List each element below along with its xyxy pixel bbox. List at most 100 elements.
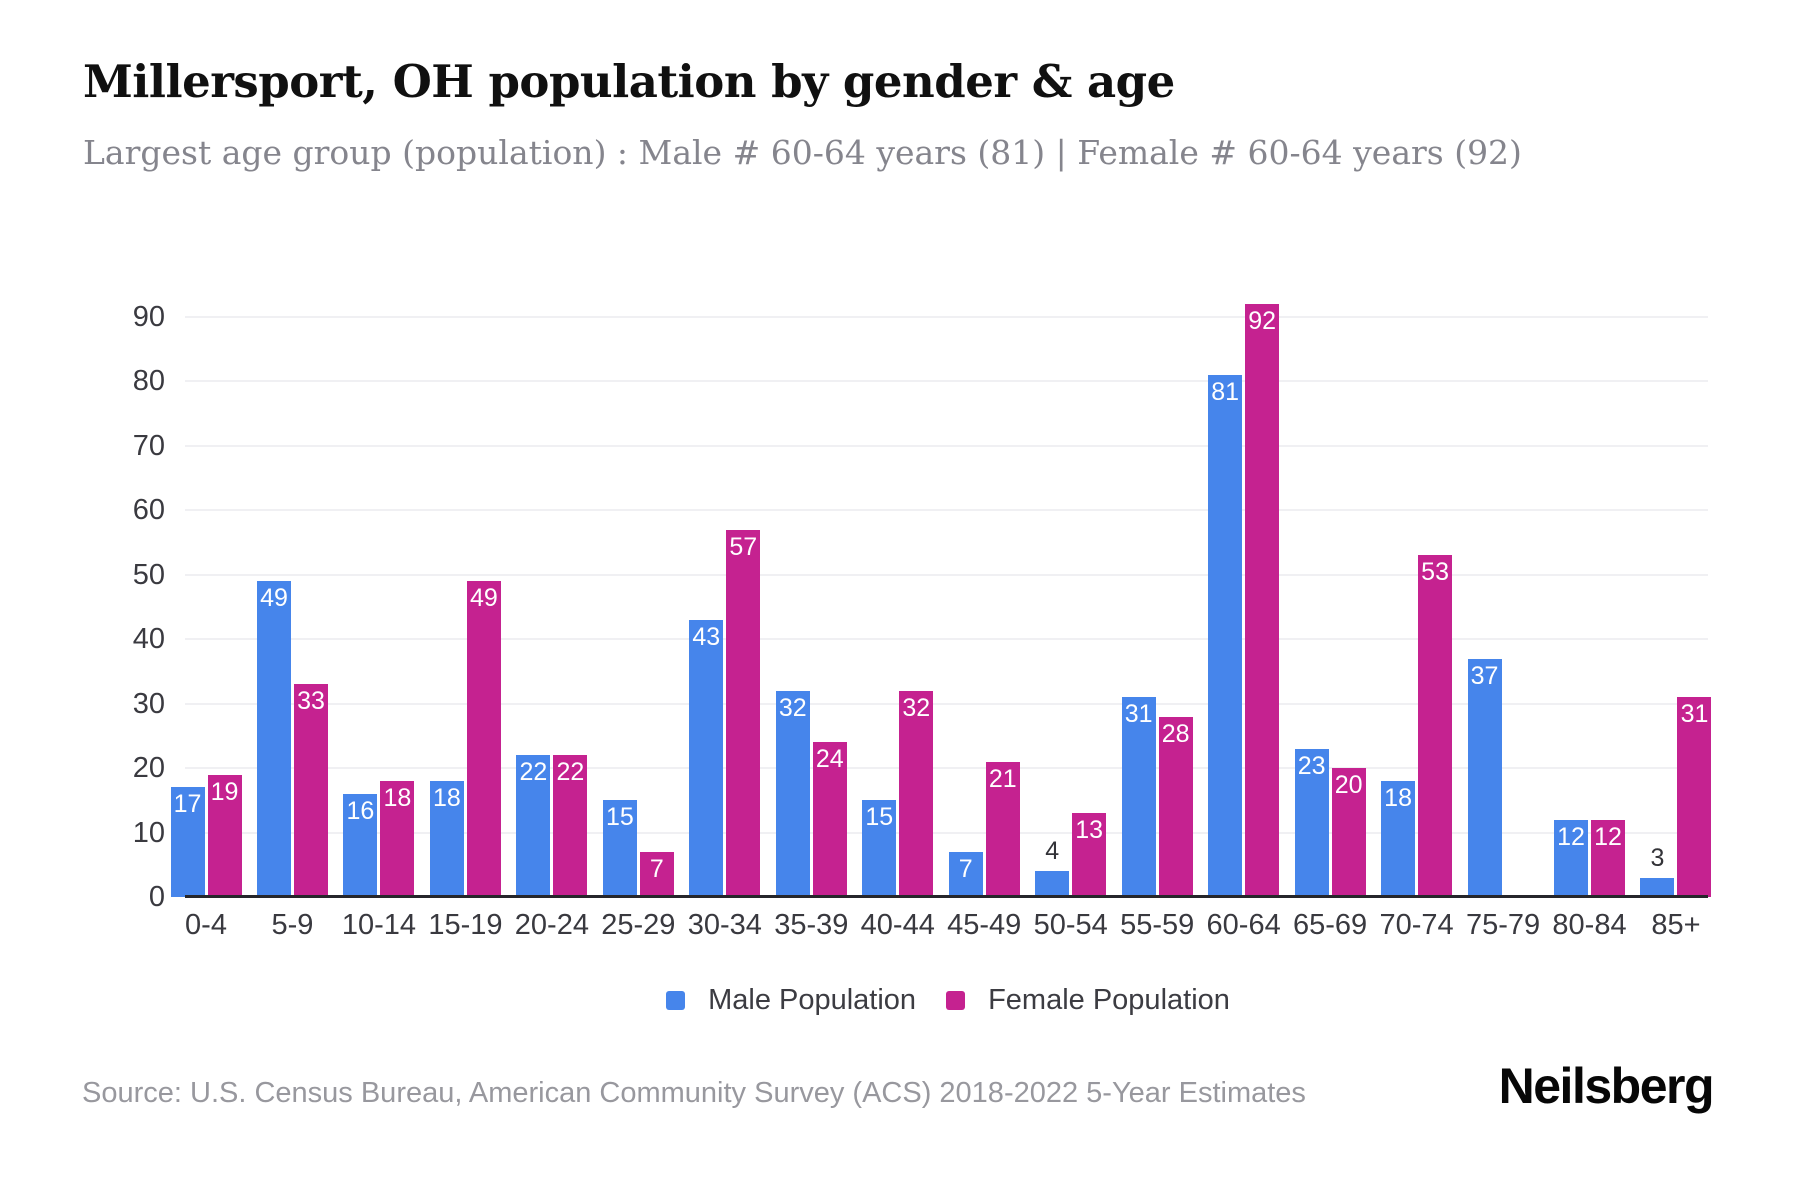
legend-label: Female Population [988, 984, 1230, 1016]
y-axis-tick-label: 80 [132, 365, 165, 398]
bar-value-label: 49 [260, 584, 288, 613]
bar-value-label: 18 [383, 784, 412, 813]
y-axis-tick-label: 50 [132, 558, 165, 591]
bar-value-label: 49 [470, 584, 498, 613]
bar-value-label: 22 [556, 758, 585, 787]
bar-value-label: 24 [815, 745, 844, 774]
gridline [185, 831, 1708, 834]
bar-male: 4 [1035, 838, 1070, 897]
bar-group: 3 31 [1640, 697, 1712, 897]
x-axis-category-label: 65-69 [1293, 909, 1368, 941]
bar-female: 20 [1331, 768, 1366, 897]
bar-female: 22 [553, 755, 588, 897]
bar-group: 12 12 [1554, 819, 1626, 897]
bar-value-label: 20 [1334, 771, 1363, 800]
x-axis-category-label: 85+ [1651, 909, 1701, 941]
bar-female: 49 [466, 581, 501, 897]
bar-female: 18 [380, 781, 415, 897]
x-axis-category-label: 40-44 [860, 909, 935, 941]
gridline [185, 702, 1708, 705]
bar-group: 17 19 [170, 774, 242, 897]
bar-value-label: 32 [778, 693, 807, 722]
gridline [185, 767, 1708, 770]
bar-female: 53 [1418, 555, 1453, 897]
bar-value-label: 3 [1650, 843, 1665, 872]
bar-male: 32 [775, 690, 810, 897]
bar-male: 49 [256, 581, 291, 897]
bar-value-label: 31 [1680, 700, 1709, 729]
y-axis-tick-label: 70 [132, 429, 165, 462]
source-text: Source: U.S. Census Bureau, American Com… [82, 1077, 1306, 1109]
bar-group: 31 28 [1121, 697, 1193, 897]
bar-value-label: 15 [865, 803, 894, 832]
gridline [185, 444, 1708, 447]
bar-value-label: 53 [1421, 558, 1449, 587]
x-axis-category-label: 60-64 [1206, 909, 1281, 941]
y-axis-tick-label: 10 [132, 816, 165, 849]
bar-group: 32 24 [775, 690, 847, 897]
bar-female: 33 [293, 684, 328, 897]
bar-value-label: 31 [1124, 700, 1153, 729]
bar-male: 3 [1640, 844, 1675, 897]
bar-male: 18 [429, 781, 464, 897]
legend-swatch-icon [666, 991, 686, 1010]
bar-male: 16 [343, 793, 378, 897]
bar-female: 31 [1677, 697, 1712, 897]
bar-value-label: 13 [1075, 816, 1104, 845]
brand-logo: Neilsberg [1498, 1058, 1715, 1114]
bar-male: 22 [516, 755, 551, 897]
x-axis-category-label: 50-54 [1033, 909, 1108, 941]
y-axis-tick-label: 0 [148, 881, 165, 913]
legend-item-female-population[interactable]: Female Population [946, 984, 1230, 1017]
bar-value-label: 7 [958, 854, 973, 883]
bar-value-label: 57 [729, 532, 758, 561]
bar-group: 18 53 [1381, 555, 1453, 897]
bar-female: 24 [812, 742, 847, 897]
gridline [185, 316, 1708, 319]
bar-value-label: 23 [1297, 751, 1326, 780]
x-axis-line [185, 895, 1708, 898]
legend-swatch-icon [946, 991, 966, 1010]
chart-title: Millersport, OH population by gender & a… [83, 55, 1175, 108]
gridline [185, 509, 1708, 512]
x-axis-category-label: 0-4 [185, 909, 227, 941]
y-axis-tick-label: 20 [132, 752, 165, 785]
bar-value-label: 7 [649, 854, 664, 883]
bar-value-label: 18 [433, 784, 461, 813]
y-axis-tick-label: 40 [132, 623, 165, 656]
bar-group: 16 18 [343, 781, 415, 897]
bar-value-label: 22 [519, 758, 548, 787]
bar-value-label: 18 [1384, 784, 1412, 813]
bar-value-label: 21 [988, 764, 1017, 793]
bar-value-label: 19 [210, 777, 239, 806]
bar-value-label: 17 [173, 790, 202, 819]
bar-female: 92 [1245, 304, 1280, 897]
bar-female: 12 [1591, 819, 1626, 897]
bar-male: 12 [1554, 819, 1589, 897]
bar-male: 18 [1381, 781, 1416, 897]
chart-legend: Male Population Female Population [48, 984, 1800, 1017]
chart-subtitle: Largest age group (population) : Male # … [83, 133, 1522, 172]
bar-group: 22 22 [516, 755, 588, 897]
x-axis-category-label: 35-39 [774, 909, 849, 941]
bar-group: 49 33 [256, 581, 328, 897]
bar-value-label: 81 [1211, 378, 1240, 407]
bar-value-label: 28 [1161, 719, 1190, 748]
bar-male: 17 [170, 787, 205, 897]
x-axis-category-label: 80-84 [1552, 909, 1627, 941]
bar-group: 7 21 [948, 761, 1020, 897]
bar-value-label: 15 [605, 803, 634, 832]
bar-value-label: 32 [902, 693, 931, 722]
bar-group: 15 7 [602, 800, 674, 897]
bar-female: 32 [899, 690, 934, 897]
bar-value-label: 12 [1557, 822, 1585, 851]
bar-value-label: 37 [1470, 661, 1499, 690]
bar-value-label: 12 [1594, 822, 1622, 851]
x-axis-category-label: 45-49 [947, 909, 1022, 941]
x-axis-category-label: 15-19 [428, 909, 503, 941]
plot-area: 0 10 20 30 40 50 60 70 80 90 17 19 0-4 49 33 5-9 16 18 10-… [133, 247, 1712, 941]
bar-value-label: 4 [1045, 837, 1060, 866]
legend-item-male-population[interactable]: Male Population [666, 984, 916, 1017]
x-axis-category-label: 70-74 [1379, 909, 1454, 941]
